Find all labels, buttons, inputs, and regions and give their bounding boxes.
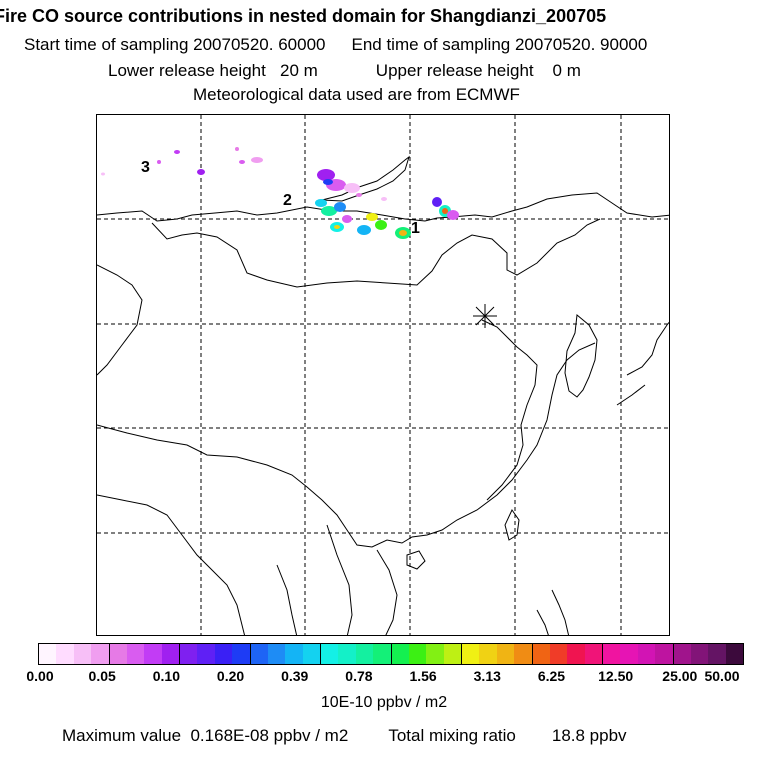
colorbar-tick-label: 50.00 <box>704 668 740 684</box>
colorbar-segment <box>321 644 339 664</box>
hainan-island <box>406 550 426 570</box>
met-data-label: Meteorological data used are from ECMWF <box>193 85 520 104</box>
colorbar-segment <box>161 644 180 664</box>
colorbar-segment <box>496 644 515 664</box>
lat-lon-grid <box>97 115 669 635</box>
asterisk-icon <box>473 304 497 328</box>
colorbar-segment <box>267 644 286 664</box>
colorbar-segment <box>144 644 162 664</box>
colorbar-segment <box>603 644 621 664</box>
max-value-label: Maximum value 0.168E-08 ppbv / m2 <box>62 726 349 745</box>
colorbar-segment <box>355 644 374 664</box>
colorbar-segment <box>250 644 268 664</box>
indochina-coast <box>276 524 398 635</box>
colorbar-segment <box>426 644 444 664</box>
upper-release-label: Upper release height 0 m <box>375 61 581 80</box>
colorbar-segment <box>584 644 603 664</box>
colorbar-segment <box>373 644 392 664</box>
colorbar-segment <box>391 644 409 664</box>
colorbar-segment <box>197 644 215 664</box>
taiwan-island <box>504 509 520 541</box>
release-height-line: Lower release height 20 m Upper release h… <box>108 61 768 81</box>
region-label-2: 2 <box>283 192 292 209</box>
colorbar-segment <box>514 644 533 664</box>
colorbar-segment <box>109 644 127 664</box>
colorbar-unit-label: 10E-10 ppbv / m2 <box>320 694 448 711</box>
colorbar-tick-label: 0.10 <box>152 668 180 684</box>
lake-baikal <box>321 155 410 202</box>
colorbar-tick-label: 0.39 <box>281 668 309 684</box>
colorbar-segment <box>214 644 233 664</box>
colorbar-segment <box>39 644 57 664</box>
co-contribution-field <box>101 147 459 239</box>
china-west-border <box>97 264 143 376</box>
colorbar-segment <box>443 644 462 664</box>
colorbar-segment <box>73 644 92 664</box>
russia-mongolia-border <box>97 192 669 222</box>
start-time-label: Start time of sampling 20070520. 60000 <box>24 35 326 54</box>
colorbar-segment <box>549 644 568 664</box>
colorbar-segment <box>285 644 303 664</box>
china-east-coast <box>481 319 538 501</box>
region-label-1: 1 <box>411 220 420 237</box>
colorbar-tick-label: 0.20 <box>216 668 245 684</box>
colorbar-ticks: 0.00 0.05 0.10 0.20 0.39 0.78 1.56 3.13 6.25 12.5… <box>0 668 768 688</box>
colorbar-tick-label: 12.50 <box>598 668 634 684</box>
colorbar-segment <box>338 644 356 664</box>
colorbar-tick-label: 0.00 <box>26 668 54 684</box>
colorbar-segment <box>690 644 709 664</box>
total-mixing-label: Total mixing ratio <box>388 726 516 745</box>
colorbar-segment <box>708 644 726 664</box>
colorbar-segment <box>91 644 110 664</box>
colorbar-tick-label: 0.78 <box>345 668 373 684</box>
colorbar-segment <box>56 644 74 664</box>
colorbar-segment <box>725 644 743 664</box>
korea-peninsula <box>564 314 598 398</box>
colorbar-segment <box>180 644 198 664</box>
region-label-3: 3 <box>141 159 150 176</box>
coastlines-borders <box>97 155 669 635</box>
colorbar-tick-label: 0.05 <box>88 668 116 684</box>
colorbar-segment <box>126 644 145 664</box>
colorbar-tick-label: 25.00 <box>662 668 698 684</box>
colorbar-tick-label: 3.13 <box>473 668 501 684</box>
end-time-label: End time of sampling 20070520. 90000 <box>351 35 648 54</box>
colorbar-segment <box>637 644 656 664</box>
footer-summary: Maximum value 0.168E-08 ppbv / m2 Total m… <box>62 726 627 746</box>
map-panel: 3 2 1 <box>96 114 670 636</box>
colorbar-tick-label: 1.56 <box>409 668 437 684</box>
colorbar-segment <box>620 644 638 664</box>
colorbar-segment <box>408 644 427 664</box>
colorbar-tick-label: 6.25 <box>537 668 566 684</box>
colorbar-segment <box>302 644 321 664</box>
sampling-time-line: Start time of sampling 20070520. 60000 En… <box>24 35 768 55</box>
total-mixing-value: 18.8 ppbv <box>551 726 627 745</box>
colorbar-segment <box>462 644 480 664</box>
colorbar-segment <box>232 644 251 664</box>
china-south-border <box>97 342 596 548</box>
map-canvas: 3 2 1 <box>97 115 669 635</box>
india-border <box>97 494 246 635</box>
japan-islands <box>616 321 669 406</box>
colorbar <box>38 643 744 665</box>
colorbar-segment <box>479 644 497 664</box>
mongolia-china-border <box>151 218 601 288</box>
map-title: Fire CO source contributions in nested d… <box>0 6 607 26</box>
lower-release-label: Lower release height 20 m <box>108 61 318 80</box>
colorbar-segment <box>655 644 674 664</box>
colorbar-segment <box>532 644 550 664</box>
colorbar-segment <box>673 644 691 664</box>
colorbar-segment <box>567 644 585 664</box>
philippines <box>536 589 570 635</box>
region-labels: 3 2 1 <box>141 159 420 237</box>
